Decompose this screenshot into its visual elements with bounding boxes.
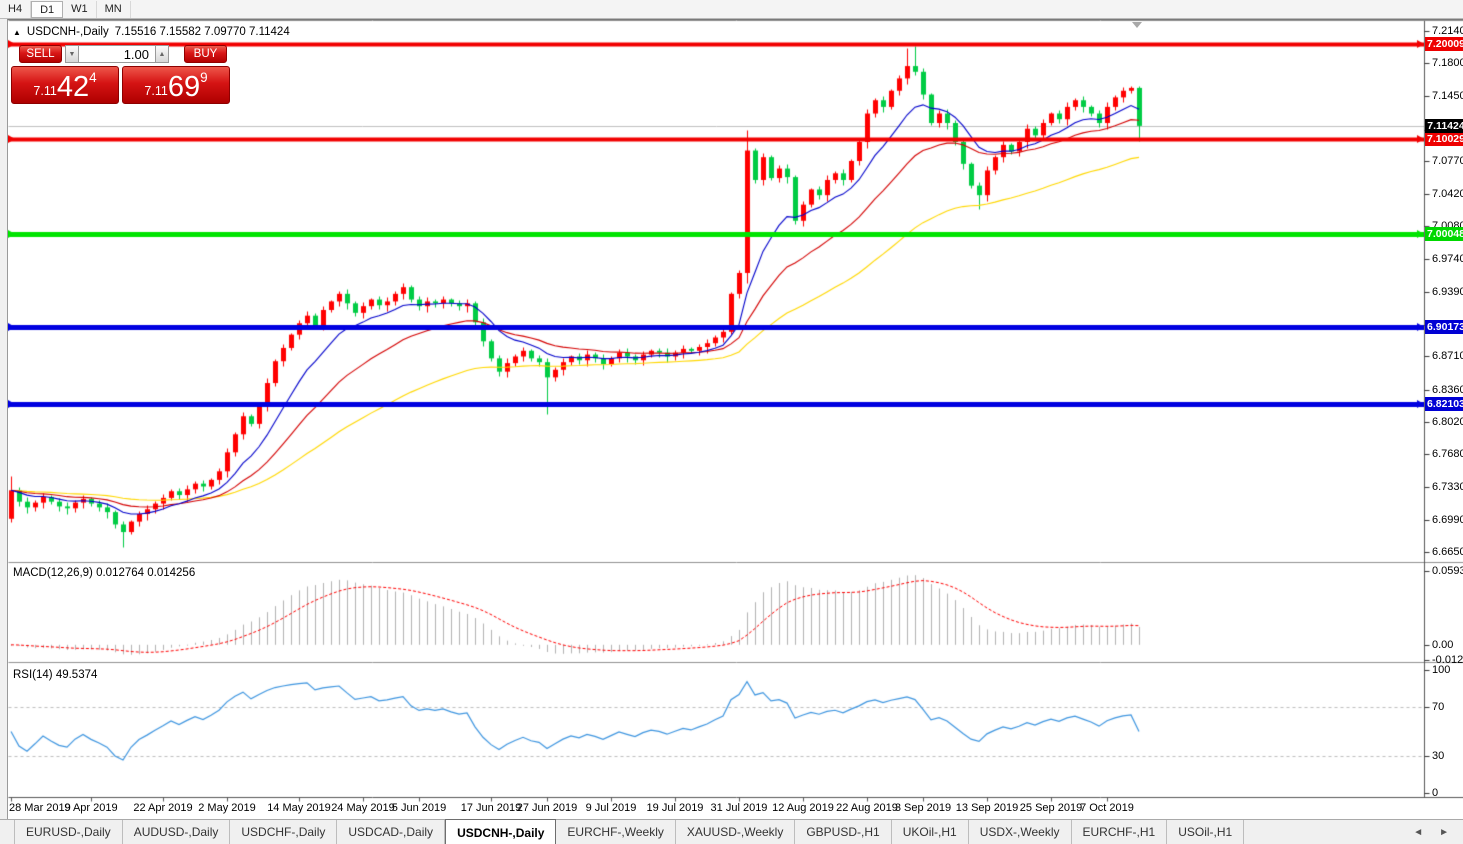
tab-scroll-right-icon[interactable]: ► <box>1439 826 1449 838</box>
price-level-badge: 6.82103 <box>1425 396 1463 411</box>
chart-tab-usdcnh-daily[interactable]: USDCNH-,Daily <box>445 819 557 844</box>
price-level-badge: 7.10029 <box>1425 131 1463 146</box>
date-axis-label: 3 Sep 2019 <box>894 802 952 814</box>
chart-tab-usdcad-daily[interactable]: USDCAD-,Daily <box>337 820 446 844</box>
chart-tab-eurchf-weekly[interactable]: EURCHF-,Weekly <box>556 820 676 844</box>
chart-tab-bar: EURUSD-,Daily AUDUSD-,Daily USDCHF-,Daily U… <box>0 819 1463 844</box>
bid-price-button[interactable]: 7.11 42 4 <box>11 66 119 104</box>
price-axis-tick: 6.83600 <box>1432 383 1463 396</box>
bid-price-main: 42 <box>56 71 90 103</box>
macd-axis-tick: 0.00 <box>1432 638 1454 651</box>
ask-price-prefix: 7.11 <box>144 84 168 98</box>
volume-decrease-button[interactable]: ▼ <box>65 44 79 63</box>
sell-button[interactable]: SELL <box>19 44 62 63</box>
bid-price-pip: 4 <box>89 70 97 85</box>
price-axis-tick: 6.76800 <box>1432 448 1463 461</box>
rsi-indicator-label: RSI(14) 49.5374 <box>13 669 98 681</box>
date-axis-label: 22 Apr 2019 <box>133 802 193 814</box>
volume-input[interactable]: 1.00 <box>79 44 155 63</box>
timeframe-button-h4[interactable]: H4 <box>0 0 32 18</box>
date-axis-label: 5 Jun 2019 <box>391 802 447 814</box>
date-axis-label: 2 May 2019 <box>198 802 256 814</box>
chart-tab-usdx-weekly[interactable]: USDX-,Weekly <box>969 820 1072 844</box>
date-axis-label: 24 May 2019 <box>331 802 395 814</box>
date-axis-label: 28 Mar 2019 <box>9 802 71 814</box>
price-axis-tick: 7.18000 <box>1432 57 1463 70</box>
bid-price-prefix: 7.11 <box>33 84 57 98</box>
chart-tab-ukoil-h1[interactable]: UKOil-,H1 <box>892 820 969 844</box>
chart-tab-eurusd-daily[interactable]: EURUSD-,Daily <box>14 820 123 844</box>
date-axis-label: 7 Oct 2019 <box>1080 802 1134 814</box>
date-axis-label: 17 Jun 2019 <box>460 802 522 814</box>
price-level-badge: 7.00048 <box>1425 226 1463 241</box>
chart-tab-usoil-h1[interactable]: USOil-,H1 <box>1167 820 1245 844</box>
price-axis-tick: 6.97400 <box>1432 252 1463 265</box>
current-price-badge: 7.11424 <box>1425 118 1463 133</box>
timeframe-button-mn[interactable]: MN <box>97 0 131 18</box>
chart-symbol-label: USDCNH-,Daily <box>26 26 109 38</box>
buy-button[interactable]: BUY <box>184 44 227 63</box>
timeframe-button-w1[interactable]: W1 <box>63 0 97 18</box>
macd-indicator-label: MACD(12,26,9) 0.012764 0.014256 <box>13 567 196 579</box>
collapse-arrow-icon[interactable]: ▲ <box>13 27 21 37</box>
rsi-axis-tick: 0 <box>1432 787 1439 799</box>
chart-tab-audusd-daily[interactable]: AUDUSD-,Daily <box>123 820 231 844</box>
chart-tab-eurchf-h1[interactable]: EURCHF-,H1 <box>1072 820 1168 844</box>
price-axis-tick: 6.80200 <box>1432 415 1463 428</box>
rsi-axis-tick: 30 <box>1432 750 1445 763</box>
price-axis-tick: 6.69900 <box>1432 513 1463 526</box>
tab-scroll-left-icon[interactable]: ◄ <box>1413 826 1424 838</box>
price-level-badge: 6.90173 <box>1425 320 1463 335</box>
price-chart-canvas[interactable] <box>8 20 1463 819</box>
ask-price-pip: 9 <box>200 70 208 85</box>
rsi-axis-tick: 70 <box>1432 700 1445 713</box>
ask-price-button[interactable]: 7.11 69 9 <box>122 66 230 104</box>
date-axis-label: 12 Aug 2019 <box>772 802 834 814</box>
macd-axis-tick: 0.059344 <box>1432 565 1463 577</box>
one-click-trading-panel: SELL ▼ 1.00 ▲ BUY 7.11 42 4 7.11 69 9 <box>11 44 232 104</box>
volume-increase-button[interactable]: ▲ <box>155 44 169 63</box>
date-axis-label: 13 Sep 2019 <box>955 802 1019 814</box>
rsi-axis-tick: 100 <box>1432 664 1451 676</box>
date-axis-label: 22 Aug 2019 <box>836 802 898 814</box>
date-axis-label: 14 May 2019 <box>267 802 331 814</box>
date-axis-label: 25 Sep 2019 <box>1019 802 1083 814</box>
price-axis-tick: 7.04200 <box>1432 188 1463 201</box>
chart-ohlc-values: 7.15516 7.15582 7.09770 7.11424 <box>114 26 290 38</box>
date-axis-label: 27 Jun 2019 <box>516 802 578 814</box>
price-level-badge: 7.20009 <box>1425 37 1463 52</box>
chart-window: ▲ USDCNH-,Daily 7.15516 7.15582 7.09770 … <box>7 19 1463 819</box>
price-axis-tick: 6.73300 <box>1432 481 1463 494</box>
timeframe-button-d1[interactable]: D1 <box>31 0 64 18</box>
macd-axis-tick: -0.012219 <box>1432 654 1463 666</box>
chart-title: ▲ USDCNH-,Daily 7.15516 7.15582 7.09770 … <box>13 26 290 38</box>
chart-tab-usdchf-daily[interactable]: USDCHF-,Daily <box>230 820 338 844</box>
date-axis-label: 9 Jul 2019 <box>585 802 637 814</box>
timeframe-toolbar: H4 D1 W1 MN <box>0 0 1463 19</box>
chart-shift-marker-icon[interactable] <box>1132 22 1142 28</box>
price-axis-tick: 6.93900 <box>1432 285 1463 298</box>
chart-tab-gbpusd-h1[interactable]: GBPUSD-,H1 <box>795 820 892 844</box>
ask-price-main: 69 <box>167 71 201 103</box>
date-axis-label: 9 Apr 2019 <box>64 802 118 814</box>
price-axis-tick: 7.21400 <box>1432 24 1463 37</box>
chart-tab-xauusd-weekly[interactable]: XAUUSD-,Weekly <box>676 820 796 844</box>
price-axis-tick: 7.14500 <box>1432 90 1463 103</box>
price-axis-tick: 6.87100 <box>1432 350 1463 363</box>
price-axis-tick: 7.07700 <box>1432 154 1463 167</box>
date-axis-label: 31 Jul 2019 <box>710 802 768 814</box>
date-axis-label: 19 Jul 2019 <box>646 802 704 814</box>
